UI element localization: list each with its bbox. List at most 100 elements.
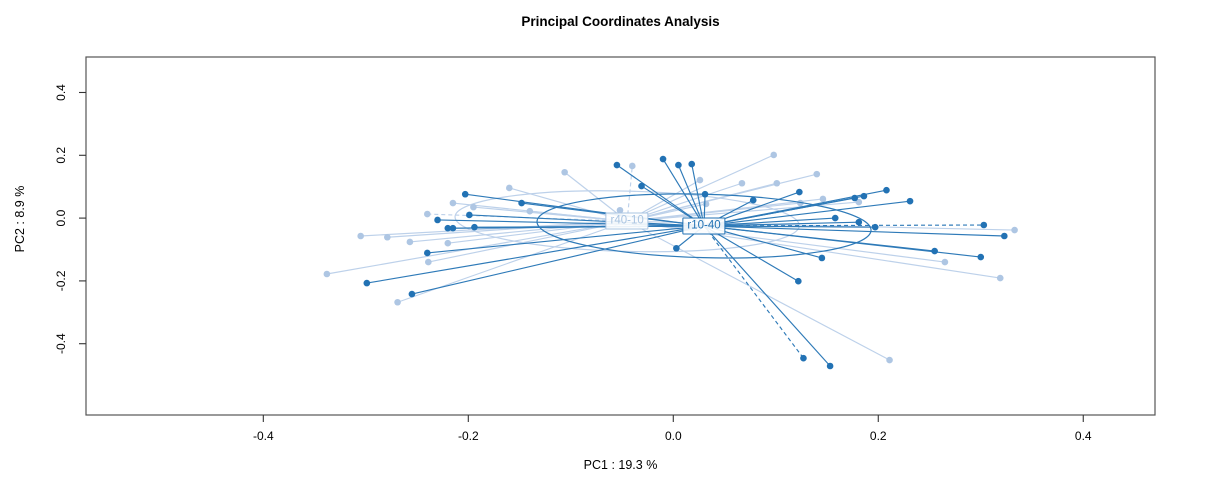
data-point [363, 279, 371, 287]
y-tick-label: -0.2 [54, 270, 68, 291]
data-point [819, 195, 827, 203]
x-tick-label: -0.4 [253, 429, 274, 443]
plot-box [85, 56, 1156, 416]
data-point [796, 188, 803, 196]
x-tick-label: 0.0 [665, 429, 682, 443]
data-point [795, 277, 802, 285]
data-point [977, 253, 985, 261]
spider-segment [703, 217, 836, 227]
spider-segment [437, 219, 705, 227]
data-point [394, 298, 401, 306]
centroid-label-r10-40: r10-40 [682, 217, 726, 235]
y-axis-label: PC2 : 8.9 % [13, 185, 27, 253]
data-point [749, 196, 757, 204]
x-tick-label: 0.4 [1075, 429, 1092, 443]
data-point [773, 179, 781, 187]
data-point [444, 224, 452, 232]
data-point [931, 247, 938, 255]
spider-segment [474, 225, 705, 228]
data-point [638, 182, 645, 190]
data-point [702, 200, 710, 208]
spider-segment [409, 220, 628, 243]
spider-segment [703, 200, 911, 227]
group-ellipse [454, 190, 800, 253]
data-point [323, 270, 331, 278]
data-point [424, 210, 431, 218]
data-point [406, 238, 414, 246]
data-point [996, 274, 1004, 282]
spider-segment [626, 165, 633, 222]
y-tick-label: 0.0 [54, 209, 68, 226]
data-point [471, 223, 478, 231]
data-point [1011, 226, 1018, 234]
y-tick-label: 0.2 [54, 147, 68, 164]
data-point [941, 258, 949, 266]
data-point [384, 233, 391, 241]
data-point [613, 161, 621, 169]
data-point [673, 244, 680, 252]
spider-segment [627, 182, 777, 222]
data-point [518, 199, 525, 207]
x-tick-label: -0.2 [458, 429, 479, 443]
data-point [424, 249, 431, 257]
data-point [797, 199, 804, 207]
data-point [357, 232, 364, 240]
centroid-label-r40-10: r40-10 [605, 212, 649, 230]
y-tick-label: 0.4 [54, 84, 68, 101]
data-point [659, 155, 667, 163]
data-point [738, 179, 746, 187]
data-point [434, 216, 441, 224]
data-point [408, 290, 416, 298]
data-point [449, 224, 457, 232]
data-point [906, 197, 914, 205]
spider-segment [469, 214, 705, 227]
x-axis-label: PC1 : 19.3 % [583, 458, 658, 472]
y-tick-label: -0.4 [54, 333, 68, 354]
x-tick-label: 0.2 [870, 429, 887, 443]
data-point [813, 170, 821, 178]
data-point [461, 190, 469, 198]
spider-segment [411, 225, 705, 295]
spider-segment [703, 225, 831, 367]
data-point [831, 214, 839, 222]
data-point [449, 199, 457, 207]
data-point [871, 223, 879, 231]
data-point [470, 203, 477, 211]
spider-segment [626, 220, 890, 361]
data-point [425, 258, 432, 266]
data-point [818, 254, 826, 262]
spider-segment [366, 225, 705, 284]
data-point [526, 207, 534, 215]
spider-segment [704, 224, 984, 227]
data-point [980, 221, 988, 229]
spider-segment [662, 158, 705, 227]
data-point [886, 356, 893, 364]
spider-segment [428, 220, 628, 263]
spider-segment [447, 220, 628, 244]
spider-segment [427, 225, 705, 254]
data-point [855, 218, 863, 226]
data-point [800, 354, 807, 362]
data-point [505, 184, 513, 192]
spider-segment [704, 225, 1005, 237]
data-point [883, 186, 890, 194]
data-point [826, 362, 834, 370]
data-point [688, 160, 696, 168]
data-point [466, 211, 473, 219]
data-point [696, 176, 704, 184]
data-point [444, 239, 452, 247]
spider-segment [677, 164, 705, 227]
spider-segment [691, 163, 705, 227]
spider-segment [704, 221, 859, 227]
data-point [616, 206, 624, 214]
data-point [860, 192, 868, 200]
spider-segment [627, 198, 823, 222]
data-point [628, 162, 636, 170]
data-point [561, 168, 568, 176]
data-point [701, 190, 709, 198]
data-point [855, 198, 863, 206]
data-point [675, 161, 682, 169]
spider-segment [703, 225, 799, 282]
